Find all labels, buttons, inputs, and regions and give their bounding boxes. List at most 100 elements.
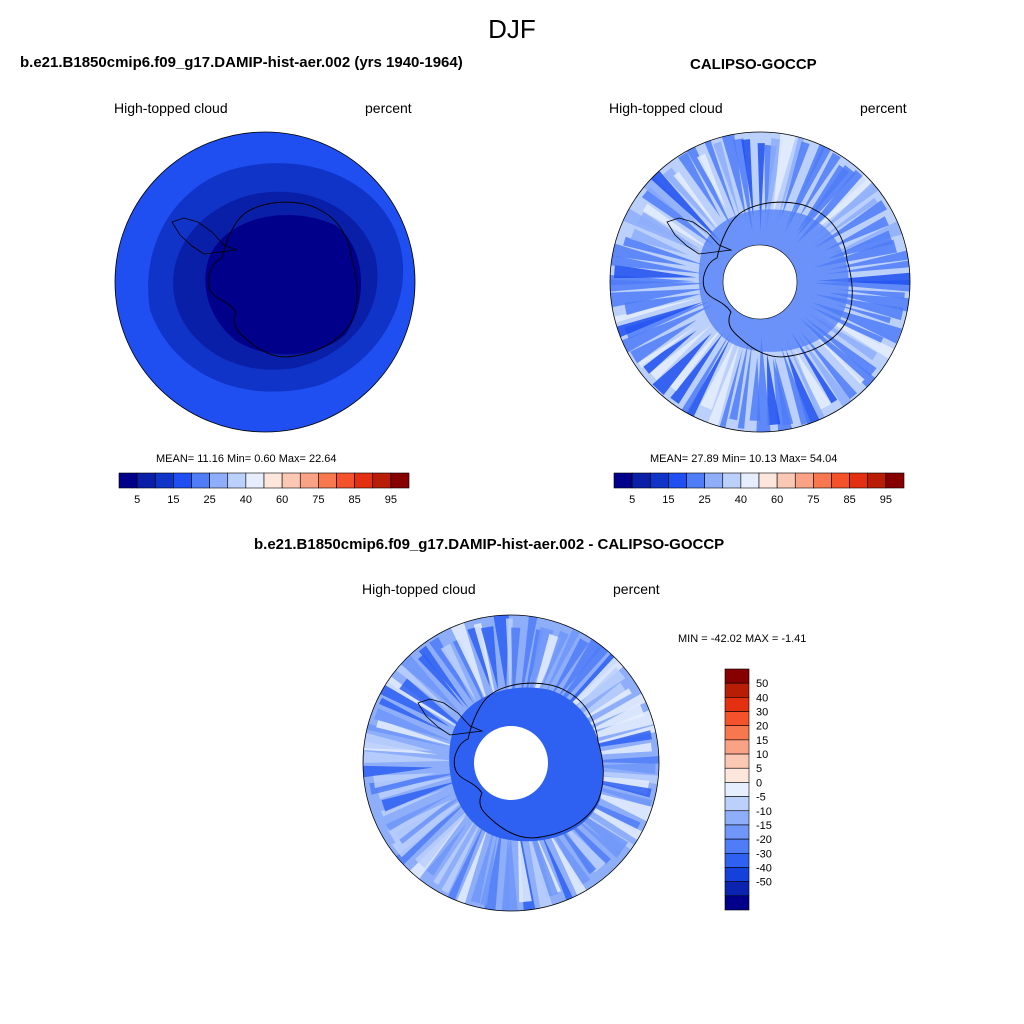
panel-2-colorbar-swatch — [758, 472, 778, 489]
panel-1-colorbar-tick-label: 95 — [385, 494, 397, 506]
field-streak — [804, 325, 865, 384]
field-streak — [492, 615, 510, 691]
field-streak — [630, 319, 697, 364]
panel-3-colorbar-swatch — [724, 668, 750, 684]
main-title: DJF — [488, 14, 536, 44]
field-streak — [395, 649, 462, 715]
field-streak — [704, 341, 741, 432]
field-streak — [700, 337, 737, 410]
panel-3-colorbar-tick-label: 30 — [756, 707, 768, 719]
field-streak — [376, 719, 463, 749]
field-streak — [785, 349, 821, 428]
field-streak — [541, 630, 569, 690]
panel-3-colorbar-swatch — [724, 739, 750, 755]
panel-1-colorbar-swatch — [390, 472, 410, 489]
panel-2-colorbar-tick-label: 15 — [662, 494, 674, 506]
field-streak — [780, 141, 810, 221]
field-streak — [613, 264, 697, 279]
field-streak — [794, 349, 832, 411]
field-streak — [826, 230, 893, 260]
panel-3-colorbar-tick-label: -15 — [756, 820, 772, 832]
field-streak — [610, 301, 704, 341]
panel-2-colorbar-swatch — [813, 472, 832, 489]
panel-3-colorbar-swatch — [724, 895, 750, 911]
field-streak — [668, 323, 726, 392]
field-streak — [815, 176, 886, 236]
field-streak — [583, 703, 645, 734]
panel-3-colorbar-swatch — [724, 697, 750, 712]
panel-3-map-border — [362, 614, 660, 912]
field-streak — [548, 638, 589, 702]
field-streak — [610, 240, 687, 266]
field-streak — [443, 817, 488, 909]
panel-1-colorbar-tick-label: 60 — [276, 494, 288, 506]
field-streak — [381, 788, 446, 817]
field-streak — [680, 330, 732, 416]
panel-1-colorbar-swatch — [227, 472, 247, 489]
field-streak — [395, 793, 467, 844]
field-streak — [374, 708, 453, 742]
panel-3-colorbar-tick-label: 10 — [756, 749, 768, 761]
panel-3-colorbar-swatch — [724, 867, 750, 882]
field-streak — [371, 675, 450, 727]
field-streak — [587, 762, 656, 775]
field-streak — [673, 171, 723, 234]
field-streak — [684, 143, 734, 231]
field-streak — [741, 139, 754, 220]
field-streak — [623, 236, 706, 266]
field-streak — [418, 645, 470, 709]
field-streak — [638, 327, 695, 368]
panel-1-coastline — [207, 201, 358, 358]
panel-2-coastline — [702, 201, 853, 358]
panel-1-colorbar-swatch — [245, 472, 265, 489]
panel-2-stats: MEAN= 27.89 Min= 10.13 Max= 54.04 — [650, 453, 838, 465]
field-streak — [798, 152, 841, 219]
panel-1-colorbar-swatch — [263, 472, 283, 489]
field-streak — [642, 330, 697, 374]
field-streak — [480, 626, 499, 691]
panel-3-title: b.e21.B1850cmip6.f09_g17.DAMIP-hist-aer.… — [254, 536, 725, 553]
panel-2-colorbar-swatch — [704, 472, 724, 489]
panel-2-colorbar-swatch — [776, 472, 796, 489]
field-streak — [525, 823, 555, 911]
panel-3-stats: MIN = -42.02 MAX = -1.41 — [678, 633, 807, 645]
field-streak — [392, 661, 454, 714]
panel-3-colorbar-tick-label: -30 — [756, 848, 772, 860]
panel-3-colorbar-tick-label: -20 — [756, 834, 772, 846]
panel-2-peninsula — [666, 217, 733, 255]
panel-1-colorbar: 5 15 25 40 60 75 85 95 — [118, 472, 410, 506]
panel-1-colorbar-swatch — [336, 472, 355, 489]
panel-3-colorbar-tick-label: 5 — [756, 763, 762, 775]
panel-1-colorbar-swatch — [299, 472, 319, 489]
panel-2-colorbar-tick-label: 85 — [844, 494, 856, 506]
panel-1-variable: High-topped cloud — [114, 100, 228, 116]
field-streak — [757, 143, 765, 232]
panel-3-colorbar-tick-label: -5 — [756, 792, 766, 804]
field-streak — [429, 637, 475, 705]
panel-2-colorbar-tick-label: 60 — [771, 494, 783, 506]
field-streak — [796, 333, 854, 410]
panel-3-colorbar-tick-label: 40 — [756, 692, 768, 704]
panel-2-title: CALIPSO-GOCCP — [690, 56, 817, 73]
field-streak — [678, 152, 721, 218]
panel-2-variable: High-topped cloud — [609, 100, 723, 116]
panel-1-colorbar-swatch — [354, 472, 374, 489]
field-streak — [717, 348, 743, 432]
field-streak — [387, 799, 452, 843]
panel-2-colorbar-swatch — [794, 472, 814, 489]
panel-3-variable: High-topped cloud — [362, 581, 476, 597]
panel-1-colorbar-swatch — [318, 472, 337, 489]
panel-3-colorbar-tick-label: -40 — [756, 862, 772, 874]
panel-3-colorbar-swatch — [724, 782, 750, 797]
field-streak — [642, 203, 715, 253]
field-streak — [505, 618, 513, 708]
panel-3-units: percent — [613, 581, 660, 597]
field-streak — [473, 623, 498, 710]
panel-3-colorbar-tick-label: 0 — [756, 777, 762, 789]
panel-1-peninsula — [171, 217, 238, 255]
panel-2-colorbar-swatch — [722, 472, 742, 489]
field-streak — [453, 823, 490, 911]
panel-2-colorbar-tick-label: 75 — [807, 494, 819, 506]
panel-2-colorbar-swatch — [867, 472, 887, 489]
panel-2-colorbar-swatch — [740, 472, 760, 489]
